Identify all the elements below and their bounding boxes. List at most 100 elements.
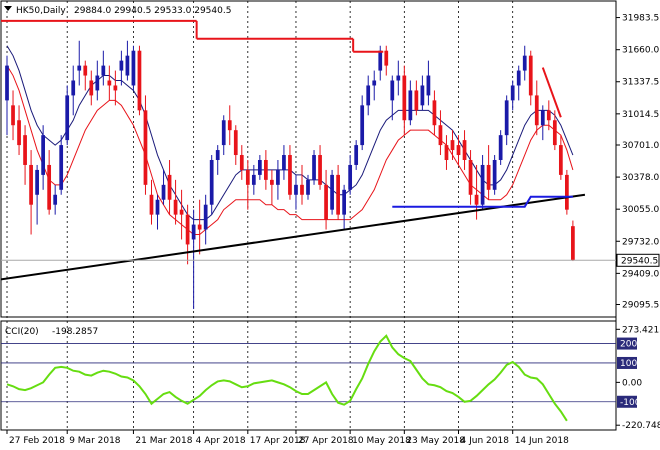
cci-line bbox=[6, 334, 568, 422]
candle bbox=[565, 169, 569, 215]
candle-body bbox=[203, 204, 208, 230]
candle bbox=[384, 45, 389, 76]
candle bbox=[65, 85, 70, 146]
price-tick-label: 30378.0 bbox=[622, 173, 659, 183]
candle bbox=[342, 184, 346, 230]
candle-body bbox=[185, 214, 190, 245]
candle-body bbox=[125, 55, 130, 76]
candle bbox=[270, 169, 274, 205]
candle bbox=[41, 125, 45, 190]
candle-body bbox=[420, 85, 425, 106]
candle bbox=[300, 164, 304, 205]
candle bbox=[77, 40, 82, 86]
candle-body bbox=[143, 110, 148, 185]
candle bbox=[119, 50, 124, 86]
current-price-box bbox=[616, 253, 660, 267]
candle-body bbox=[47, 164, 52, 210]
candle-body bbox=[131, 50, 136, 86]
support-trendline bbox=[1, 193, 586, 281]
candle-body bbox=[53, 194, 58, 205]
candle-body bbox=[41, 135, 45, 175]
candle-body bbox=[167, 174, 172, 200]
candle bbox=[107, 65, 112, 101]
cci-title: CCI(20) bbox=[5, 327, 39, 337]
candle-body bbox=[197, 224, 202, 230]
price-tick-label: 29732.0 bbox=[622, 237, 659, 247]
candle-body bbox=[11, 105, 15, 126]
candle-body bbox=[468, 159, 473, 195]
candle-body bbox=[540, 110, 545, 126]
candle-body bbox=[324, 184, 328, 220]
candle-body bbox=[264, 159, 268, 180]
candle-body bbox=[360, 105, 365, 146]
candle bbox=[510, 80, 515, 111]
candle bbox=[354, 140, 359, 170]
candle bbox=[486, 145, 491, 200]
date-tick-label: 27 Feb 2018 bbox=[9, 436, 65, 446]
candle bbox=[468, 150, 473, 205]
candle-body bbox=[384, 50, 389, 66]
candle-body bbox=[516, 70, 521, 86]
candle-body bbox=[330, 174, 334, 210]
price-axis-ticks: 31983.5 31660.0 31337.5 31014.5 30701.0 30378… bbox=[1, 14, 660, 311]
price-tick-label: 30055.0 bbox=[622, 205, 659, 215]
candle-body bbox=[462, 140, 467, 160]
candle bbox=[456, 135, 461, 165]
cci-panel-frame bbox=[0, 320, 617, 431]
candles bbox=[5, 40, 575, 310]
candle bbox=[131, 45, 136, 91]
candle bbox=[83, 60, 88, 91]
candle bbox=[336, 164, 340, 220]
candle bbox=[17, 105, 21, 156]
candle bbox=[402, 65, 407, 136]
candle-body bbox=[215, 150, 220, 160]
candle bbox=[113, 70, 118, 106]
cci-tick-label: 0.00 bbox=[622, 378, 642, 388]
candle-body bbox=[426, 75, 431, 96]
candle-body bbox=[245, 169, 250, 185]
candle bbox=[11, 90, 15, 141]
candle bbox=[498, 130, 503, 165]
candle bbox=[522, 45, 527, 81]
candle-body bbox=[23, 135, 27, 165]
candle bbox=[360, 95, 365, 151]
candle-body bbox=[456, 145, 461, 156]
date-tick-label: 14 Jun 2018 bbox=[515, 436, 569, 446]
price-tick-label: 31983.5 bbox=[622, 14, 659, 24]
candle bbox=[95, 60, 100, 101]
candle-body bbox=[408, 90, 413, 121]
candle-body bbox=[366, 85, 371, 106]
candle bbox=[492, 155, 497, 195]
candle-body bbox=[59, 145, 64, 190]
price-panel-frame bbox=[0, 0, 617, 318]
candle bbox=[390, 75, 395, 121]
candle bbox=[396, 60, 401, 96]
candle bbox=[366, 75, 371, 116]
candle bbox=[179, 189, 184, 240]
candle-body bbox=[372, 80, 377, 86]
candle bbox=[5, 55, 9, 136]
candle-body bbox=[546, 110, 551, 121]
candle bbox=[540, 105, 545, 141]
symbol-title: HK50,Daily bbox=[16, 6, 66, 16]
candle bbox=[47, 150, 52, 215]
candle-body bbox=[354, 145, 359, 165]
candle bbox=[161, 169, 166, 205]
candle-body bbox=[450, 140, 455, 151]
candle bbox=[552, 110, 557, 151]
collapse-arrow-icon[interactable] bbox=[4, 6, 12, 11]
candle bbox=[209, 155, 214, 215]
candle bbox=[191, 209, 196, 310]
cci-level-box bbox=[617, 356, 637, 369]
candle bbox=[348, 155, 353, 195]
candle bbox=[227, 105, 232, 146]
candle bbox=[324, 169, 328, 230]
candle bbox=[408, 80, 413, 126]
candle bbox=[185, 204, 190, 265]
cci-level-box bbox=[617, 395, 637, 408]
candle bbox=[23, 125, 27, 185]
candle bbox=[245, 159, 250, 210]
candle bbox=[414, 80, 419, 116]
current-price-label: 29540.5 bbox=[621, 256, 658, 266]
candle bbox=[137, 45, 142, 116]
